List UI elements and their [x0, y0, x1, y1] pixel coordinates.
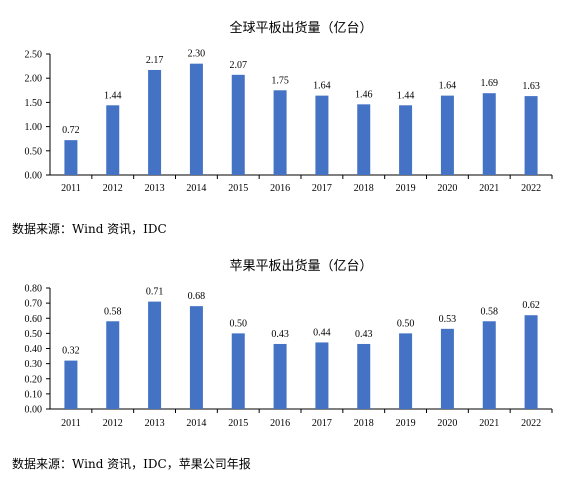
apple-y-tick-label: 0.00: [25, 405, 43, 416]
global-bar-2019: [399, 105, 413, 175]
apple-bar-2016: [273, 343, 287, 409]
apple-chart-title: 苹果平板出货量（亿台）: [229, 258, 372, 274]
apple-y-tick-label: 0.80: [25, 284, 43, 295]
apple-y-tick-label: 0.30: [25, 359, 43, 370]
global-y-tick-label: 1.00: [25, 122, 43, 133]
global-x-tick-label-2013: 2013: [145, 183, 165, 194]
global-chart-title: 全球平板出货量（亿台）: [229, 20, 372, 36]
apple-x-tick-label-2017: 2017: [312, 418, 332, 429]
global-data-label-2022: 1.63: [522, 81, 540, 92]
apple-data-label-2018: 0.43: [355, 329, 373, 340]
global-y-tick-label: 1.50: [25, 98, 43, 109]
apple-data-label-2016: 0.43: [271, 329, 289, 340]
global-tablet-chart: 全球平板出货量（亿台） 0.00 0.50 1.00 1.50 2.00 2.50 0.72 2…: [0, 0, 564, 205]
apple-x-tick-label-2011: 2011: [61, 418, 81, 429]
global-y-tick-label: 0.00: [25, 171, 43, 182]
apple-bar-2014: [189, 306, 203, 409]
global-data-label-2014: 2.30: [188, 49, 206, 60]
apple-bar-2022: [524, 315, 538, 409]
apple-bar-2019: [399, 333, 413, 409]
global-x-tick-label-2017: 2017: [312, 183, 332, 194]
apple-bar-2013: [148, 301, 162, 409]
global-x-tick-label-2019: 2019: [396, 183, 416, 194]
global-data-label-2013: 2.17: [146, 55, 164, 66]
apple-x-tick-label-2013: 2013: [145, 418, 165, 429]
apple-x-tick-label-2021: 2021: [479, 418, 499, 429]
apple-bar-2011: [64, 360, 78, 409]
apple-x-tick-label-2018: 2018: [354, 418, 374, 429]
global-data-label-2017: 1.64: [313, 81, 331, 92]
global-data-label-2021: 1.69: [481, 78, 499, 89]
apple-y-tick-label: 0.60: [25, 314, 43, 325]
global-x-tick-label-2014: 2014: [186, 183, 206, 194]
apple-y-tick-label: 0.20: [25, 374, 43, 385]
apple-tablet-chart-svg: 苹果平板出货量（亿台） 0.00 0.10 0.20 0.30 0.40 0.50 0.60 0…: [25, 258, 553, 429]
apple-x-tick-label-2019: 2019: [396, 418, 416, 429]
global-bar-2020: [440, 95, 454, 175]
global-bar-2013: [148, 69, 162, 175]
apple-data-label-2022: 0.62: [522, 300, 540, 311]
apple-data-label-2012: 0.58: [104, 306, 122, 317]
apple-x-tick-label-2016: 2016: [270, 418, 290, 429]
global-x-tick-label-2022: 2022: [521, 183, 541, 194]
apple-bar-2017: [315, 342, 329, 409]
global-data-label-2012: 1.44: [104, 90, 122, 101]
global-data-label-2015: 2.07: [230, 60, 248, 71]
global-data-label-2019: 1.44: [397, 90, 415, 101]
apple-y-tick-label: 0.50: [25, 329, 43, 340]
global-x-tick-label-2011: 2011: [61, 183, 81, 194]
apple-data-label-2015: 0.50: [230, 318, 248, 329]
apple-bar-2020: [440, 328, 454, 409]
global-bar-2015: [231, 74, 245, 175]
apple-y-tick-label: 0.10: [25, 389, 43, 400]
global-bar-2016: [273, 90, 287, 175]
global-y-tick-label: 2.00: [25, 74, 43, 85]
global-bar-2021: [482, 93, 496, 175]
global-bar-2018: [357, 104, 371, 175]
global-bar-2011: [64, 140, 78, 175]
global-bar-2012: [106, 105, 120, 175]
apple-x-tick-label-2014: 2014: [186, 418, 206, 429]
global-bar-2017: [315, 95, 329, 175]
apple-data-label-2019: 0.50: [397, 318, 415, 329]
apple-y-tick-label: 0.70: [25, 299, 43, 310]
apple-bar-2012: [106, 321, 120, 409]
apple-data-label-2011: 0.32: [62, 346, 80, 357]
global-x-tick-label-2015: 2015: [228, 183, 248, 194]
global-x-tick-label-2016: 2016: [270, 183, 290, 194]
apple-tablet-chart: 苹果平板出货量（亿台） 0.00 0.10 0.20 0.30 0.40 0.50 0.60 0…: [0, 246, 564, 436]
apple-x-tick-label-2022: 2022: [521, 418, 541, 429]
apple-data-label-2014: 0.68: [188, 291, 206, 302]
apple-bar-2021: [482, 321, 496, 409]
apple-x-tick-label-2012: 2012: [103, 418, 123, 429]
global-data-label-2011: 0.72: [62, 125, 80, 136]
global-y-tick-label: 0.50: [25, 146, 43, 157]
apple-data-label-2021: 0.58: [481, 306, 499, 317]
source-note-apple: 数据来源：Wind 资讯，IDC，苹果公司年报: [12, 457, 251, 471]
apple-data-label-2020: 0.53: [439, 314, 457, 325]
global-y-tick-label: 2.50: [25, 50, 43, 61]
global-x-tick-label-2018: 2018: [354, 183, 374, 194]
apple-y-tick-label: 0.40: [25, 344, 43, 355]
global-x-tick-label-2012: 2012: [103, 183, 123, 194]
apple-bar-2015: [231, 333, 245, 409]
global-bar-2014: [189, 63, 203, 175]
apple-data-label-2017: 0.44: [313, 327, 331, 338]
apple-x-tick-label-2015: 2015: [228, 418, 248, 429]
global-data-label-2016: 1.75: [271, 75, 289, 86]
source-note-global: 数据来源：Wind 资讯，IDC: [12, 222, 167, 236]
apple-data-label-2013: 0.71: [146, 287, 164, 298]
global-x-tick-label-2020: 2020: [437, 183, 457, 194]
global-data-label-2018: 1.46: [355, 89, 373, 100]
apple-x-tick-label-2020: 2020: [437, 418, 457, 429]
global-x-tick-label-2021: 2021: [479, 183, 499, 194]
global-tablet-chart-svg: 全球平板出货量（亿台） 0.00 0.50 1.00 1.50 2.00 2.50 0.72 2…: [25, 20, 553, 194]
global-data-label-2020: 1.64: [439, 81, 457, 92]
global-bar-2022: [524, 96, 538, 175]
apple-bar-2018: [357, 343, 371, 409]
